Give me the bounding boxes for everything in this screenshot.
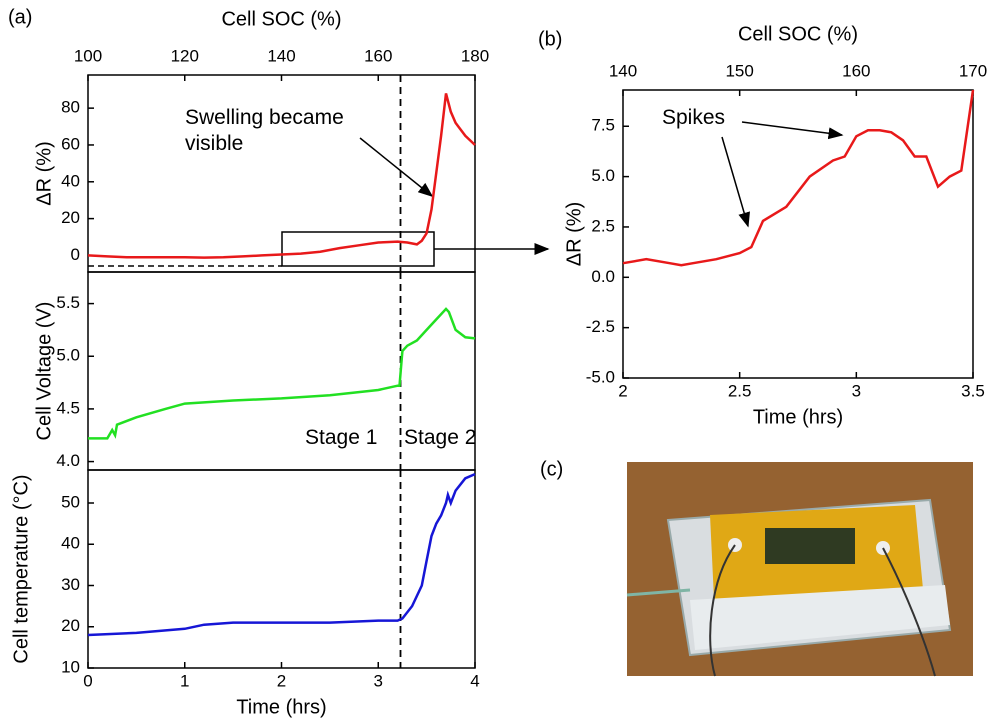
x-axis-label: Time (hrs) [753,406,843,428]
y-tick-label: 4.0 [56,451,80,470]
x2-axis-label: Cell SOC (%) [738,23,858,45]
annotation: Stage 1 [305,426,378,449]
x2-tick-label: 170 [959,61,987,80]
y-tick-label: -2.5 [586,317,615,336]
x2-axis-label: Cell SOC (%) [221,8,341,30]
y-tick-label: 2.5 [591,216,615,235]
annotation: Spikes [662,106,726,129]
y-tick-label: 10 [61,657,80,676]
annotation: Stage 2 [404,426,477,449]
panel-label: (c) [540,458,563,480]
y-tick-label: 4.5 [56,398,80,417]
y-tick-label: 7.5 [591,116,615,135]
x-tick-label: 4 [470,671,479,690]
x-tick-label: 3 [852,381,861,400]
y-axis-label: Cell temperature (°C) [10,474,32,663]
panel-label: (a) [8,6,32,28]
x2-tick-label: 180 [461,46,489,65]
x-tick-label: 3 [374,671,383,690]
panel-label: (b) [538,28,562,50]
x-tick-label: 3.5 [961,381,985,400]
y-axis-label: Cell Voltage (V) [33,302,55,441]
x-tick-label: 2 [277,671,286,690]
x2-tick-label: 100 [74,46,102,65]
x2-tick-label: 160 [364,46,392,65]
y-tick-label: 20 [61,208,80,227]
x2-tick-label: 150 [725,61,753,80]
y-tick-label: 40 [61,534,80,553]
y-tick-label: -5.0 [586,367,615,386]
plot-frame [87,469,476,669]
plot-frame [622,89,974,379]
data-line [622,89,975,267]
x2-tick-label: 140 [267,46,295,65]
x-tick-label: 0 [83,671,92,690]
x-tick-label: 1 [180,671,189,690]
zoom-box [281,231,435,267]
y-tick-label: 50 [61,492,80,511]
annotation-arrow [721,136,750,228]
y-tick-label: 5.0 [591,166,615,185]
y-tick-label: 30 [61,575,80,594]
y-tick-label: 60 [61,134,80,153]
y-axis-label: ΔR (%) [33,141,55,205]
y-tick-label: 40 [61,171,80,190]
y-tick-label: 5.5 [56,293,80,312]
x-tick-label: 2 [618,381,627,400]
data-line [87,93,476,259]
photo [626,462,973,677]
annotation-arrow [359,137,434,197]
y-tick-label: 20 [61,616,80,635]
x2-tick-label: 120 [171,46,199,65]
y-tick-label: 5.0 [56,346,80,365]
y-tick-label: 0.0 [591,267,615,286]
x2-tick-label: 140 [609,61,637,80]
data-line [87,472,476,637]
y-tick-label: 0 [71,245,80,264]
annotation-arrow [741,121,844,140]
x2-tick-label: 160 [842,61,870,80]
x-tick-label: 2.5 [728,381,752,400]
annotation: Swelling became visible [185,106,344,155]
x-axis-label: Time (hrs) [236,696,326,718]
y-tick-label: 80 [61,98,80,117]
y-axis-label: ΔR (%) [563,202,585,266]
data-line [88,307,476,440]
